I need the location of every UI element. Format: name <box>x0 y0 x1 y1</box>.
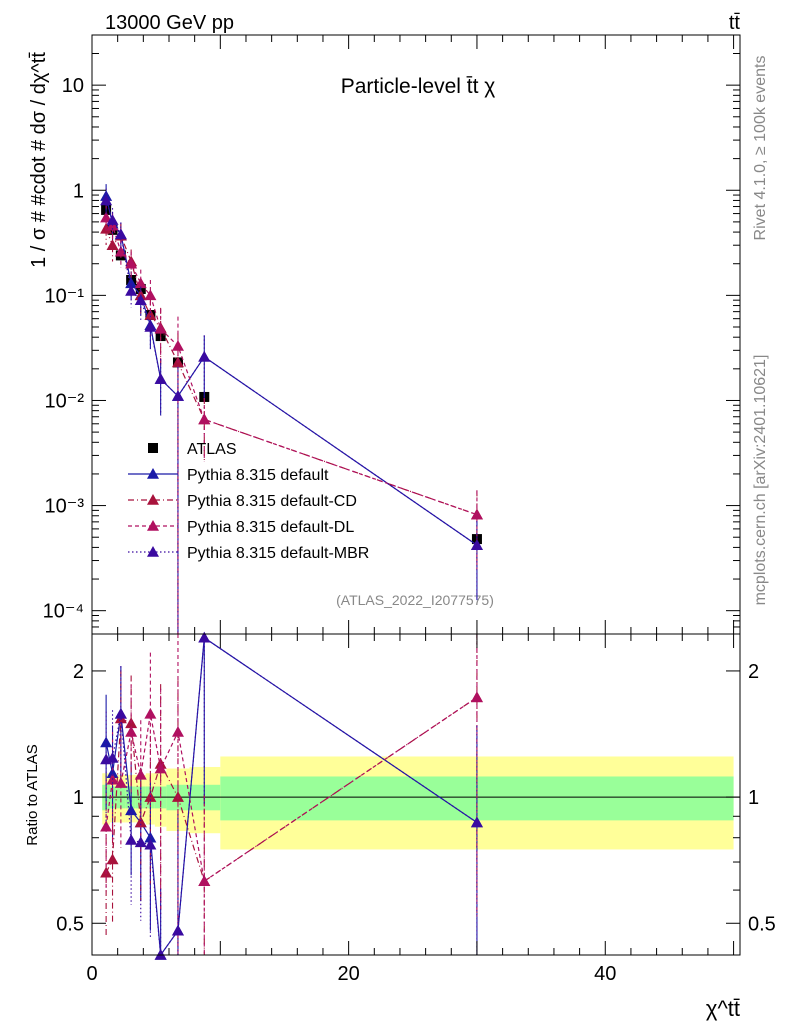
legend-marker <box>147 468 159 479</box>
series-line-pythia-8-315-default-mbr <box>105 200 478 546</box>
ratio-point <box>106 853 119 865</box>
ratio-point <box>198 875 211 886</box>
data-point <box>144 309 157 320</box>
legend-item-atlas: ATLAS <box>148 441 237 458</box>
legend-item-pythia-8-315-default-cd: Pythia 8.315 default-CD <box>128 493 357 510</box>
main-marks <box>100 184 483 634</box>
data-point <box>100 194 113 206</box>
main-y-tick-label: 10 <box>62 75 84 97</box>
data-point <box>134 294 147 305</box>
ratio-line-pythia-8-315-default <box>105 636 478 957</box>
ratio-y-tick-label: 0.5 <box>56 913 84 935</box>
ratio-point <box>106 751 119 763</box>
legend-label: Pythia 8.315 default-CD <box>187 493 357 510</box>
legend-marker <box>148 443 158 453</box>
data-point <box>125 277 138 289</box>
legend-marker <box>147 494 159 505</box>
data-point <box>198 350 211 362</box>
data-point <box>198 413 211 425</box>
ratio-point <box>125 725 138 737</box>
series-line-pythia-8-315-default-cd <box>105 228 478 516</box>
ratio-line-pythia-8-315-default-mbr <box>105 636 478 957</box>
data-point <box>171 390 184 401</box>
ratio-point <box>198 631 211 643</box>
data-point <box>154 322 167 334</box>
ratio-y-tick-label-right: 2 <box>748 661 759 683</box>
data-point <box>470 508 483 520</box>
ratio-point <box>144 831 157 843</box>
ratio-point <box>144 707 157 719</box>
ratio-y-tick-label: 1 <box>73 787 84 809</box>
legend-label: Pythia 8.315 default-DL <box>187 519 354 536</box>
main-y-axis-title: 1 / σ # #cdot # dσ / dχ^tt̄ <box>28 52 50 268</box>
series-pythia-8-315-default-cd <box>100 216 483 634</box>
x-tick-label: 40 <box>594 963 616 985</box>
ratio-point <box>100 736 113 748</box>
ratio-point <box>470 816 483 828</box>
data-point <box>470 539 483 550</box>
data-point <box>125 285 138 296</box>
x-axis-title: χ^tt̄ <box>706 996 740 1021</box>
ratio-frame <box>91 633 741 956</box>
main-y-tick-label: 10⁻² <box>45 390 85 412</box>
legend-marker <box>147 546 159 557</box>
data-point <box>154 373 167 384</box>
ratio-y-tick-label-right: 0.5 <box>748 913 776 935</box>
data-point <box>144 321 157 332</box>
ratio-series-pythia-8-315-default-mbr <box>100 631 483 960</box>
process-label: tt̄ <box>729 12 741 34</box>
legend: ATLAS Pythia 8.315 default Pythia 8.315 de… <box>128 441 369 562</box>
data-point <box>134 277 147 289</box>
legend-label: Pythia 8.315 default <box>187 467 329 484</box>
data-point <box>114 228 127 240</box>
data-point <box>100 211 113 223</box>
data-point <box>106 214 119 225</box>
ratio-point <box>171 924 184 936</box>
series-pythia-8-315-default-mbr <box>100 188 483 634</box>
ratio-y-axis-title: Ratio to ATLAS <box>24 744 41 845</box>
ratio-point <box>134 768 147 780</box>
ratio-marks <box>100 631 483 960</box>
ratio-point <box>134 836 147 848</box>
ratio-point <box>114 707 127 719</box>
ratio-point <box>470 691 483 703</box>
rivet-version-label: Rivet 4.1.0, ≥ 100k events <box>752 56 769 241</box>
x-tick-label: 0 <box>86 963 97 985</box>
legend-item-pythia-8-315-default: Pythia 8.315 default <box>128 467 329 484</box>
ratio-y-tick-label-right: 1 <box>748 787 759 809</box>
main-y-tick-label: 10⁻⁴ <box>43 601 84 623</box>
data-point <box>106 239 119 251</box>
ratio-point <box>125 834 138 845</box>
data-point <box>171 339 184 351</box>
analysis-label: (ATLAS_2022_I2077575) <box>336 592 494 608</box>
x-tick-label: 20 <box>338 963 360 985</box>
ratio-point <box>144 838 157 850</box>
series-pythia-8-315-default <box>100 184 483 634</box>
legend-label: Pythia 8.315 default-MBR <box>187 545 369 562</box>
panel-title: Particle-level t̄t χ <box>341 75 496 98</box>
legend-label: ATLAS <box>187 441 237 458</box>
main-y-tick-label: 10⁻³ <box>45 496 85 518</box>
main-y-tick-label: 10⁻¹ <box>45 285 85 307</box>
ratio-point <box>114 777 127 788</box>
ratio-y-tick-label: 2 <box>73 661 84 683</box>
energy-label: 13000 GeV pp <box>105 12 234 34</box>
ratio-point <box>171 725 184 737</box>
legend-item-pythia-8-315-default-dl: Pythia 8.315 default-DL <box>128 519 354 536</box>
ratio-point <box>154 949 167 960</box>
ratio-point <box>106 767 119 779</box>
mcplots-label: mcplots.cern.ch [arXiv:2401.10621] <box>752 355 769 606</box>
series-pythia-8-315-default-dl <box>100 205 483 634</box>
main-y-tick-label: 1 <box>73 180 84 202</box>
data-point <box>144 289 157 301</box>
legend-marker <box>147 520 159 531</box>
axis-ticks: 10 1 10⁻¹ 10⁻² 10⁻³ 10⁻⁴ 0 20 40 2 2 1 1 0.5 0.5 <box>43 34 776 985</box>
ratio-point <box>154 762 167 774</box>
data-point <box>125 257 138 269</box>
legend-item-pythia-8-315-default-mbr: Pythia 8.315 default-MBR <box>128 545 369 562</box>
ratio-point <box>100 820 113 832</box>
